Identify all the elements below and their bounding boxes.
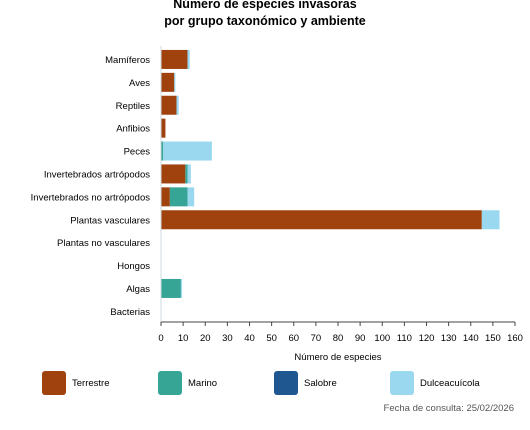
category-label-mamiferos: Mamíferos xyxy=(105,55,150,66)
bar-reptiles-terrestre[interactable] xyxy=(161,95,177,115)
category-label-hongos: Hongos xyxy=(117,261,150,272)
x-tick-label-160: 160 xyxy=(507,333,523,344)
category-label-invertebrados-no-artropodos: Invertebrados no artrópodos xyxy=(31,192,151,203)
legend-label-salobre: Salobre xyxy=(304,378,337,389)
category-label-peces: Peces xyxy=(124,147,151,158)
bar-invertebrados-artropodos-terrestre[interactable] xyxy=(161,164,186,184)
x-tick-label-30: 30 xyxy=(222,333,233,344)
legend-label-marino: Marino xyxy=(188,378,218,389)
legend-swatch-dulceacuicola xyxy=(390,371,414,395)
category-label-aves: Aves xyxy=(129,78,150,89)
category-label-invertebrados-artropodos: Invertebrados artrópodos xyxy=(44,169,150,180)
bar-invertebrados-no-artropodos-dulceacuicola[interactable] xyxy=(187,187,195,207)
legend-label-terrestre: Terrestre xyxy=(72,378,110,389)
category-label-algas: Algas xyxy=(126,284,150,295)
category-label-reptiles: Reptiles xyxy=(116,101,151,112)
x-tick-label-10: 10 xyxy=(178,333,189,344)
bar-anfibios-terrestre[interactable] xyxy=(161,118,166,138)
bar-plantas-vasculares-terrestre[interactable] xyxy=(161,210,482,230)
x-tick-label-0: 0 xyxy=(158,333,163,344)
bar-peces-marino[interactable] xyxy=(161,141,164,161)
legend-swatch-marino xyxy=(158,371,182,395)
bar-aves-dulceacuicola[interactable] xyxy=(174,72,176,92)
bar-algas-dulceacuicola[interactable] xyxy=(180,278,183,298)
bar-mamiferos-dulceacuicola[interactable] xyxy=(187,49,190,69)
legend-swatch-terrestre xyxy=(42,371,66,395)
bar-invertebrados-artropodos-marino[interactable] xyxy=(185,164,188,184)
legend-swatch-salobre xyxy=(274,371,298,395)
x-tick-label-50: 50 xyxy=(266,333,277,344)
bar-algas-marino[interactable] xyxy=(161,278,181,298)
bar-peces-dulceacuicola[interactable] xyxy=(163,141,212,161)
x-tick-label-120: 120 xyxy=(419,333,435,344)
x-axis-title: Número de especies xyxy=(294,352,382,363)
bar-invertebrados-no-artropodos-marino[interactable] xyxy=(169,187,188,207)
category-label-bacterias: Bacterias xyxy=(110,307,150,318)
bar-aves-terrestre[interactable] xyxy=(161,72,175,92)
bar-plantas-vasculares-dulceacuicola[interactable] xyxy=(481,210,500,230)
bar-mamiferos-terrestre[interactable] xyxy=(161,49,188,69)
bar-invertebrados-artropodos-dulceacuicola[interactable] xyxy=(187,164,191,184)
chart-title-line-1: Número de especies invasoras xyxy=(173,0,357,11)
legend-label-dulceacuicola: Dulceacuícola xyxy=(420,378,480,389)
x-tick-label-100: 100 xyxy=(374,333,390,344)
bar-reptiles-dulceacuicola[interactable] xyxy=(176,95,179,115)
x-tick-label-110: 110 xyxy=(397,333,412,344)
category-label-plantas-no-vasculares: Plantas no vasculares xyxy=(57,238,150,249)
x-tick-label-20: 20 xyxy=(200,333,211,344)
x-tick-label-130: 130 xyxy=(441,333,457,344)
x-tick-label-150: 150 xyxy=(485,333,501,344)
category-label-plantas-vasculares: Plantas vasculares xyxy=(70,215,150,226)
x-tick-label-70: 70 xyxy=(311,333,322,344)
x-tick-label-60: 60 xyxy=(288,333,299,344)
bar-chart: Mamíferos Aves Reptiles Anfibios Peces Invert… xyxy=(31,46,523,344)
x-tick-label-90: 90 xyxy=(355,333,366,344)
chart-title-line-2: por grupo taxonómico y ambiente xyxy=(164,14,366,28)
category-label-anfibios: Anfibios xyxy=(116,124,150,135)
x-tick-label-40: 40 xyxy=(244,333,255,344)
bar-invertebrados-no-artropodos-terrestre[interactable] xyxy=(161,187,170,207)
consultation-date: Fecha de consulta: 25/02/2026 xyxy=(383,403,514,414)
x-tick-label-80: 80 xyxy=(333,333,344,344)
x-tick-label-140: 140 xyxy=(463,333,479,344)
